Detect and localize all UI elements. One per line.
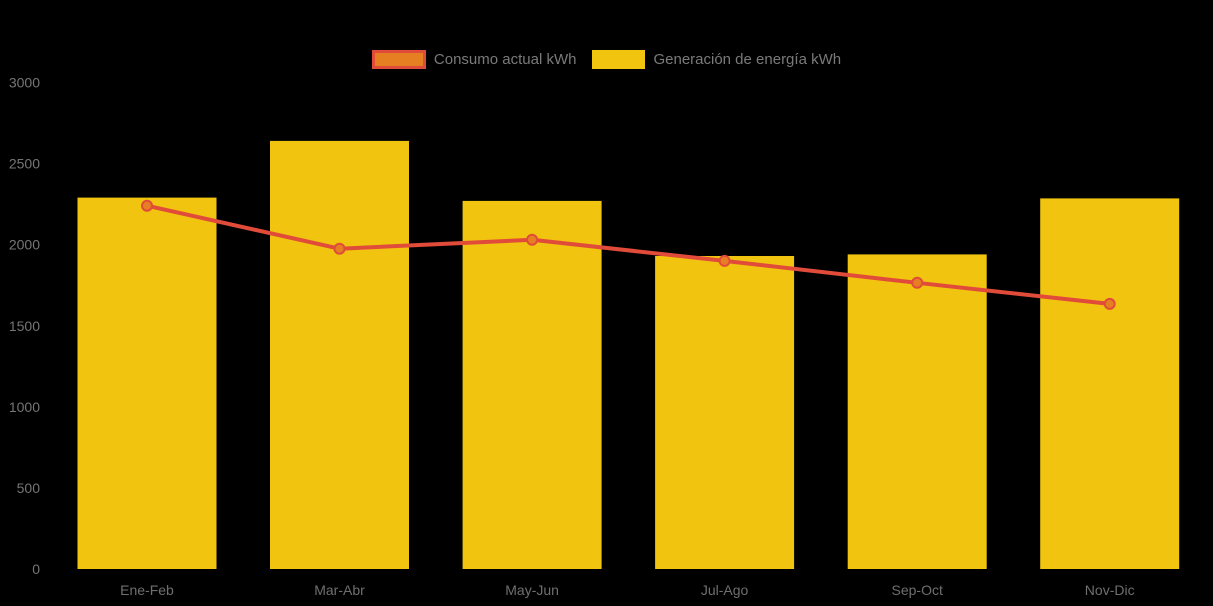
bar-Sep-Oct[interactable] — [847, 254, 987, 569]
bar-Ene-Feb[interactable] — [77, 197, 217, 569]
data-point-May-Jun[interactable] — [526, 233, 539, 246]
y-axis-tick-label: 1000 — [9, 399, 40, 415]
x-axis-category-label: Nov-Dic — [1085, 582, 1135, 598]
data-point-Ene-Feb[interactable] — [141, 199, 153, 212]
x-axis-category-label: May-Jun — [505, 582, 559, 598]
legend-swatch-generacion — [592, 50, 646, 69]
x-axis-category-label: Sep-Oct — [892, 582, 943, 598]
y-axis-tick-label: 1500 — [9, 318, 40, 334]
bar-Mar-Abr[interactable] — [270, 140, 409, 569]
x-axis-category-label: Ene-Feb — [120, 582, 174, 598]
bar-Jul-Ago[interactable] — [655, 256, 795, 569]
data-point-Nov-Dic[interactable] — [1103, 297, 1116, 310]
y-axis-tick-label: 2500 — [9, 156, 40, 172]
data-point-Jul-Ago[interactable] — [718, 254, 731, 267]
x-axis-category-label: Mar-Abr — [314, 582, 365, 598]
consumo-line — [145, 203, 1112, 306]
x-axis-category-label: Jul-Ago — [701, 582, 749, 598]
y-axis-tick-label: 2000 — [9, 237, 40, 253]
y-axis-tick-label: 0 — [32, 561, 40, 577]
data-point-Sep-Oct[interactable] — [911, 276, 924, 289]
legend-item-generacion[interactable]: Generación de energía kWh — [592, 50, 841, 69]
bar-Nov-Dic[interactable] — [1040, 198, 1180, 569]
y-axis-tick-label: 3000 — [9, 75, 40, 91]
legend-item-consumo[interactable]: Consumo actual kWh — [371, 50, 577, 69]
bar-May-Jun[interactable] — [462, 200, 602, 569]
legend-label-consumo: Consumo actual kWh — [433, 51, 577, 68]
y-axis-tick-label: 500 — [17, 480, 41, 496]
legend-swatch-consumo — [371, 50, 426, 69]
data-point-Mar-Abr[interactable] — [333, 242, 346, 255]
chart-legend: Consumo actual kWh Generación de energía … — [0, 50, 1213, 69]
legend-label-generacion: Generación de energía kWh — [653, 51, 842, 68]
